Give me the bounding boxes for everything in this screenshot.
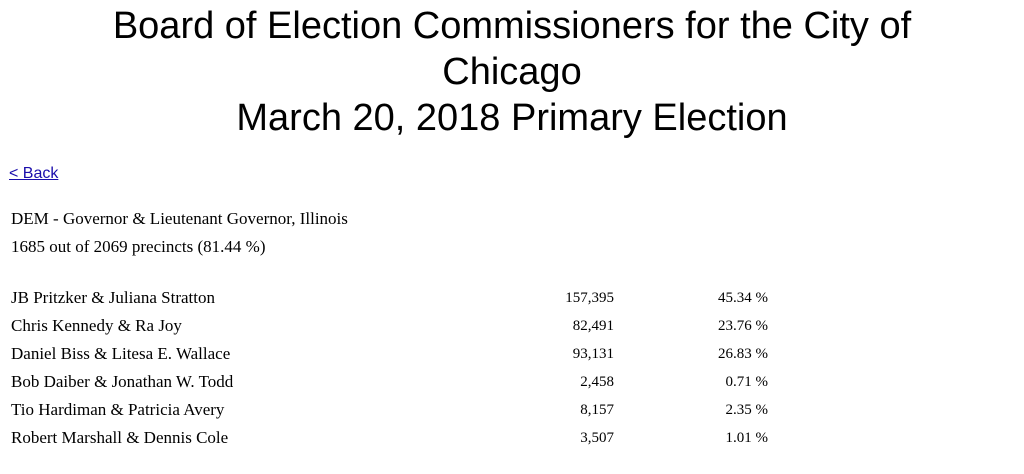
vote-count: 8,157 — [580, 401, 614, 418]
vote-percent: 0.71 % — [725, 373, 769, 390]
vote-percent: 26.83 % — [718, 345, 768, 362]
vote-percent: 2.35 % — [725, 401, 769, 418]
vote-percent: 23.76 % — [718, 317, 768, 334]
candidate-name: Robert Marshall & Dennis Cole — [11, 428, 229, 447]
candidate-name: JB Pritzker & Juliana Stratton — [11, 288, 215, 307]
page-title-line-1: Board of Election Commissioners for the … — [112, 5, 912, 47]
vote-percent: 1.01 % — [725, 429, 769, 446]
table-row: Bob Daiber & Jonathan W. Todd 2,458 0.71… — [11, 368, 768, 396]
table-row: JB Pritzker & Juliana Stratton 157,395 4… — [11, 284, 768, 312]
results-table: JB Pritzker & Juliana Stratton 157,395 4… — [11, 284, 768, 452]
table-row: Tio Hardiman & Patricia Avery 8,157 2.35… — [11, 396, 768, 424]
vote-count: 93,131 — [572, 345, 614, 362]
page-title: Board of Election Commissioners for the … — [0, 0, 1024, 141]
vote-percent: 45.34 % — [718, 289, 768, 306]
page-title-line-2: Chicago — [442, 51, 582, 93]
vote-count: 2,458 — [580, 373, 614, 390]
vote-count: 82,491 — [572, 317, 614, 334]
table-row: Daniel Biss & Litesa E. Wallace 93,131 2… — [11, 340, 768, 368]
vote-count: 157,395 — [565, 289, 614, 306]
vote-count: 3,507 — [580, 429, 614, 446]
candidate-name: Daniel Biss & Litesa E. Wallace — [11, 344, 231, 363]
contest-info: DEM - Governor & Lieutenant Governor, Il… — [11, 205, 348, 261]
page-title-line-3: March 20, 2018 Primary Election — [236, 97, 788, 139]
precincts-reporting: 1685 out of 2069 precincts (81.44 %) — [11, 237, 266, 256]
candidate-name: Chris Kennedy & Ra Joy — [11, 316, 182, 335]
candidate-name: Bob Daiber & Jonathan W. Todd — [11, 372, 234, 391]
candidate-name: Tio Hardiman & Patricia Avery — [11, 400, 225, 419]
back-link[interactable]: < Back — [9, 165, 59, 182]
table-row: Robert Marshall & Dennis Cole 3,507 1.01… — [11, 424, 768, 452]
contest-name: DEM - Governor & Lieutenant Governor, Il… — [11, 209, 348, 228]
table-row: Chris Kennedy & Ra Joy 82,491 23.76 % — [11, 312, 768, 340]
